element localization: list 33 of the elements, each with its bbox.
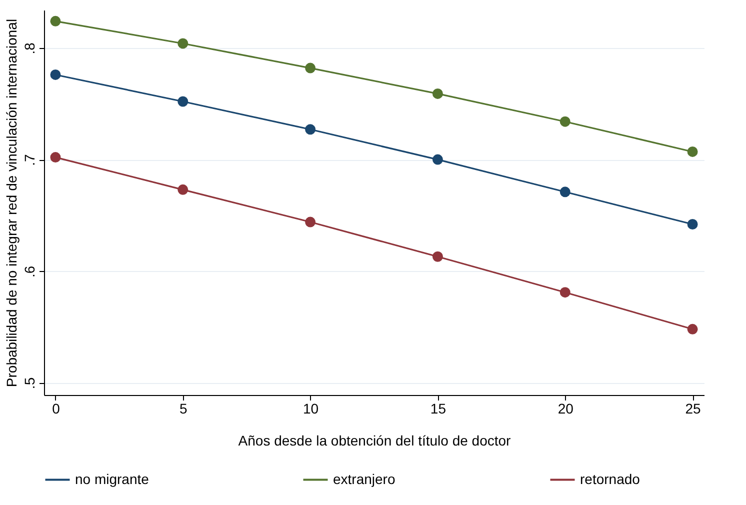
x-tick-label: 0 [52, 400, 60, 416]
point [178, 38, 188, 49]
y-tick-label: .7 [22, 154, 38, 166]
point [305, 62, 316, 74]
x-tick-label: 25 [685, 400, 702, 416]
y-tick-label: .5 [22, 377, 38, 390]
point [560, 186, 570, 198]
x-tick-label: 10 [303, 400, 319, 416]
point [432, 88, 443, 99]
point [305, 124, 316, 135]
point [432, 154, 443, 165]
point [305, 216, 316, 228]
y-tick-label: .8 [22, 42, 38, 54]
legend-label: retornado [580, 470, 640, 487]
point [178, 96, 188, 107]
x-axis-title: Años desde la obtención del título de doctor [238, 432, 512, 448]
point [50, 69, 61, 80]
point [687, 146, 698, 157]
point [687, 219, 698, 230]
legend-label: no migrante [75, 470, 150, 487]
y-tick-label: .6 [22, 266, 38, 278]
legend-label: extranjero [333, 470, 396, 487]
point [560, 287, 570, 298]
x-tick-label: 15 [430, 400, 446, 416]
y-axis-title: Probabilidad de no integrar red de vinculación internacional [4, 18, 20, 388]
point [178, 184, 188, 195]
point [687, 324, 698, 334]
point [50, 16, 61, 26]
x-tick-label: 20 [558, 400, 574, 416]
point [560, 116, 570, 127]
point [50, 152, 61, 163]
x-tick-label: 5 [179, 400, 188, 416]
point [432, 251, 443, 262]
